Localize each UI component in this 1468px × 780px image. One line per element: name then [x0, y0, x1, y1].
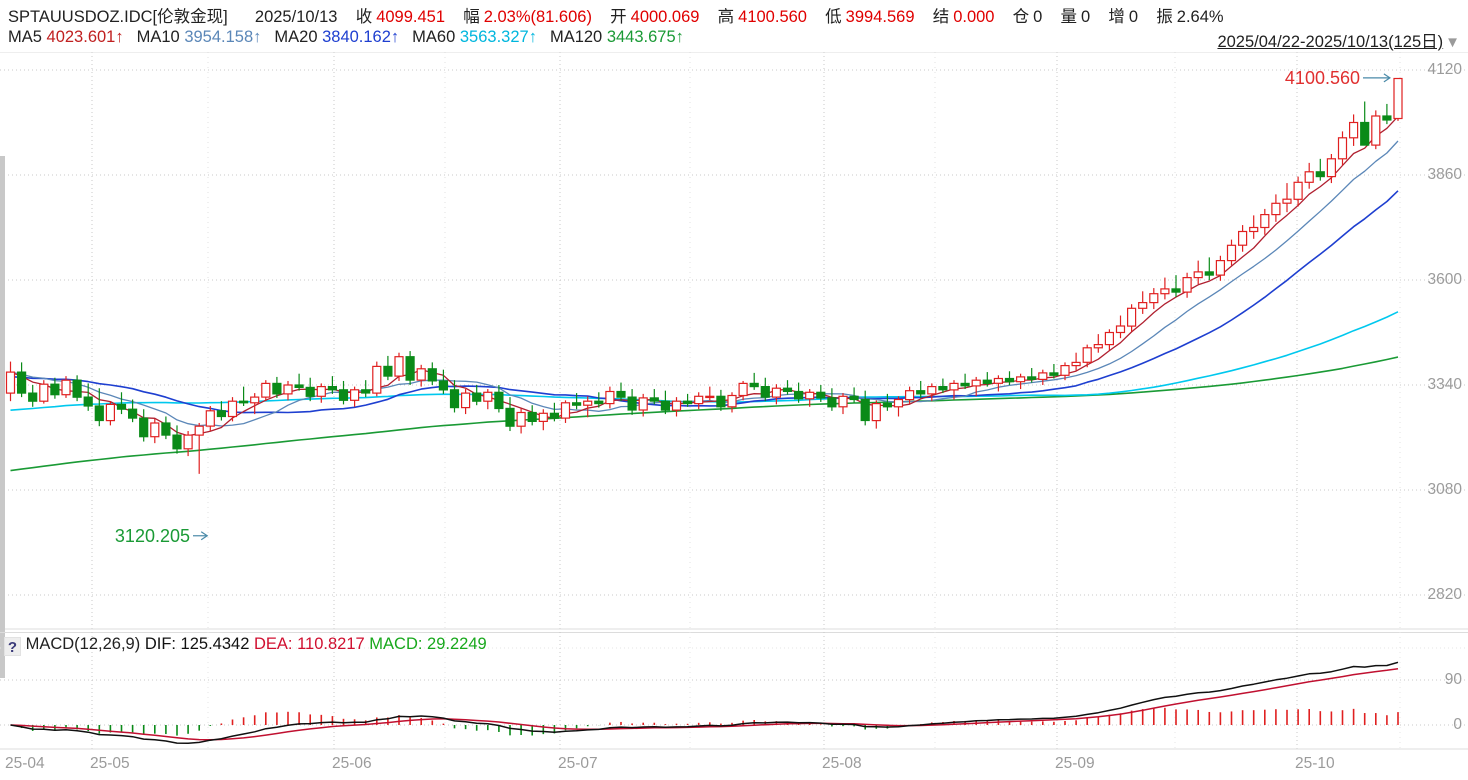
field-close-label: 收	[355, 8, 373, 26]
x-axis: 25-04 25-05 25-06 25-07 25-08 25-09 25-1…	[0, 750, 1468, 780]
ma120-value: 3443.675	[606, 28, 676, 46]
quote-summary-row: SPTAUUSDOZ.IDC[伦敦金现] 2025/10/13 收 4099.45…	[8, 3, 1224, 27]
ma10-arrow-icon: ↑	[253, 28, 262, 46]
x-tick-2508: 25-08	[822, 755, 862, 772]
ma5-value: 4023.601	[46, 28, 116, 46]
field-increase-label: 增	[1108, 8, 1125, 26]
ma-legend-row: MA5 4023.601↑ MA10 3954.158↑ MA20 3840.162…	[8, 28, 697, 47]
field-open-value: 4000.069	[630, 8, 700, 26]
macd-chart[interactable]	[0, 632, 1468, 750]
field-openinterest-label: 仓	[1012, 8, 1030, 26]
field-low-label: 低	[825, 8, 842, 26]
quote-header: SPTAUUSDOZ.IDC[伦敦金现] 2025/10/13 收 4099.45…	[0, 0, 1468, 52]
y-tick-3340: 3340	[1427, 376, 1462, 393]
field-low-value: 3994.569	[845, 8, 915, 26]
field-change-label: 幅	[463, 8, 480, 26]
ma20-legend[interactable]: MA20 3840.162↑	[274, 28, 399, 46]
ma60-label: MA60	[412, 28, 456, 46]
y-tick-2820: 2820	[1427, 586, 1462, 603]
x-tick-2505: 25-05	[90, 755, 130, 772]
ma60-arrow-icon: ↑	[528, 28, 537, 46]
field-amplitude-value: 2.64%	[1176, 8, 1224, 26]
ma120-legend[interactable]: MA120 3443.675↑	[550, 28, 684, 46]
macd-y-tick-0: 0	[1453, 716, 1462, 733]
y-tick-3080: 3080	[1427, 481, 1462, 498]
macd-indicator-title[interactable]: MACD(12,26,9)	[25, 635, 141, 653]
quote-date: 2025/10/13	[254, 8, 338, 26]
ma10-value: 3954.158	[184, 28, 254, 46]
field-settle-value: 0.000	[953, 8, 995, 26]
macd-y-tick-90: 90	[1444, 671, 1462, 688]
field-high-label: 高	[717, 8, 735, 26]
ma5-arrow-icon: ↑	[115, 28, 124, 46]
field-volume-value: 0	[1081, 8, 1091, 26]
ma5-label: MA5	[8, 28, 42, 46]
x-tick-2509: 25-09	[1055, 755, 1095, 772]
date-range-selector[interactable]: 2025/04/22-2025/10/13(125日) ▼	[1217, 28, 1460, 52]
field-change-value: 2.03%(81.606)	[483, 8, 592, 26]
macd-panel[interactable]: ? MACD(12,26,9) DIF: 125.4342 DEA: 110.8…	[0, 632, 1468, 750]
macd-dea-value: DEA: 110.8217	[253, 635, 365, 653]
ma120-arrow-icon: ↑	[675, 28, 684, 46]
field-high-value: 4100.560	[738, 8, 807, 26]
macd-dif-value: DIF: 125.4342	[144, 635, 250, 653]
x-tick-2504: 25-04	[5, 755, 45, 772]
x-tick-2507: 25-07	[558, 755, 598, 772]
y-tick-3860: 3860	[1427, 166, 1462, 183]
symbol-name[interactable]: SPTAUUSDOZ.IDC[伦敦金现]	[8, 8, 228, 26]
ma20-arrow-icon: ↑	[390, 28, 400, 46]
ma60-value: 3563.327	[459, 28, 529, 46]
ma10-legend[interactable]: MA10 3954.158↑	[137, 28, 262, 46]
ma20-label: MA20	[274, 28, 318, 46]
y-tick-4120: 4120	[1427, 61, 1462, 78]
field-open-label: 开	[610, 8, 627, 26]
svg-text:3120.205: 3120.205	[115, 526, 190, 546]
svg-text:4100.560: 4100.560	[1285, 68, 1360, 88]
chevron-down-icon: ▼	[1445, 34, 1460, 51]
x-tick-2506: 25-06	[332, 755, 372, 772]
vertical-scrollbar[interactable]	[0, 156, 5, 678]
field-increase-value: 0	[1128, 8, 1139, 26]
ma60-legend[interactable]: MA60 3563.327↑	[412, 28, 537, 46]
ma10-label: MA10	[136, 28, 180, 46]
ma120-label: MA120	[549, 28, 603, 46]
help-icon[interactable]: ?	[4, 637, 21, 656]
field-openinterest-value: 0	[1033, 8, 1043, 26]
field-volume-label: 量	[1060, 8, 1078, 26]
price-chart-panel[interactable]: 4100.560 3120.205 4120 3860 3600 3340 308…	[0, 52, 1468, 678]
macd-hist-value: MACD: 29.2249	[369, 635, 487, 653]
date-range-text: 2025/04/22-2025/10/13(125日)	[1217, 33, 1444, 51]
y-tick-3600: 3600	[1427, 271, 1462, 288]
ma5-legend[interactable]: MA5 4023.601↑	[8, 28, 124, 46]
field-close-value: 4099.451	[376, 8, 446, 26]
field-settle-label: 结	[932, 8, 950, 26]
candlestick-chart[interactable]: 4100.560 3120.205	[0, 52, 1468, 630]
x-tick-2510: 25-10	[1295, 755, 1335, 772]
ma20-value: 3840.162	[322, 28, 391, 46]
field-amplitude-label: 振	[1156, 8, 1173, 26]
macd-legend: ? MACD(12,26,9) DIF: 125.4342 DEA: 110.8…	[4, 635, 487, 656]
